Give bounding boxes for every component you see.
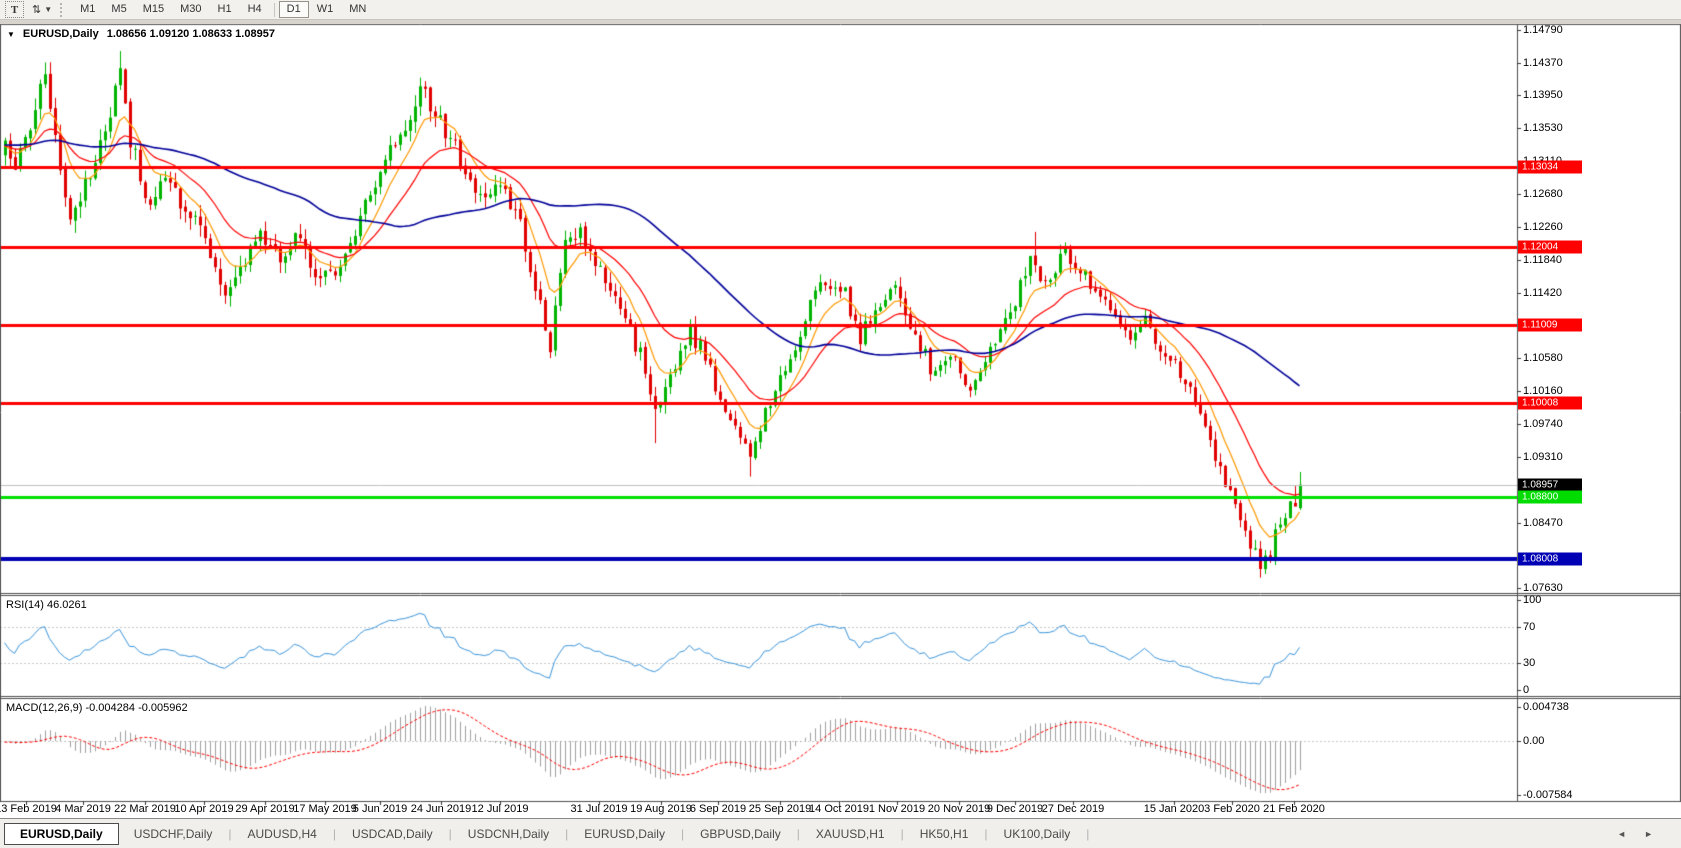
tab-separator: | [448, 826, 452, 841]
price-tick-label: 1.14790 [1523, 24, 1563, 36]
timeframe-button-m5[interactable]: M5 [111, 3, 127, 15]
chart-tab[interactable]: HK50,H1 [919, 826, 969, 841]
price-tick-label: 1.10160 [1523, 384, 1563, 397]
price-level-tag: 1.13034 [1518, 160, 1582, 174]
price-tick-label: 1.13950 [1523, 89, 1563, 102]
price-tick-label: 1.11840 [1523, 253, 1562, 266]
price-level-tag: 1.08008 [1518, 552, 1582, 566]
tab-scroll-left-icon[interactable]: ◄ [1617, 828, 1627, 839]
rsi-tick-label: 100 [1523, 594, 1542, 606]
timeframe-button-m30[interactable]: M30 [180, 3, 202, 15]
chart-tab[interactable]: UK100,Daily [1003, 826, 1071, 841]
rsi-tick-label: 0 [1523, 684, 1530, 696]
chart-ohlc-quote: 1.08656 1.09120 1.08633 1.08957 [106, 28, 275, 40]
tab-separator: | [984, 826, 988, 841]
price-tick-label: 1.10580 [1523, 352, 1563, 365]
chevron-down-icon[interactable]: ▼ [44, 5, 53, 14]
price-tick-label: 1.12260 [1523, 221, 1563, 234]
price-level-tag: 1.11009 [1518, 318, 1582, 332]
price-tick-label: 1.14370 [1523, 56, 1563, 69]
price-tick-label: 1.12680 [1523, 188, 1563, 201]
tab-separator: | [332, 826, 336, 841]
date-tick-label: 12 Jul 2019 [471, 803, 529, 815]
tab-separator: | [228, 826, 232, 841]
timeframe-button-mn[interactable]: MN [349, 3, 367, 15]
date-tick-label: 22 Mar 2019 [114, 803, 176, 815]
price-tick-label: 1.08470 [1523, 516, 1563, 529]
tab-separator: | [796, 826, 800, 841]
rsi-tick-label: 70 [1523, 621, 1536, 633]
tab-scroll-right-icon[interactable]: ► [1644, 828, 1653, 839]
date-tick-label: 19 Aug 2019 [630, 803, 692, 815]
toolbar-separator [273, 2, 275, 17]
tab-separator: | [680, 826, 685, 841]
price-level-tag: 1.10008 [1518, 396, 1582, 410]
price-tick-label: 1.09310 [1523, 451, 1563, 464]
date-tick-label: 27 Dec 2019 [1041, 803, 1105, 815]
chart-tab[interactable]: AUDUSD,H4 [247, 826, 317, 841]
rsi-tick-label: 30 [1523, 657, 1536, 669]
price-tick-label: 1.11420 [1523, 286, 1562, 299]
date-tick-label: 31 Jul 2019 [570, 803, 628, 815]
date-tick-label: 13 Feb 2019 [0, 803, 57, 815]
sort-icon: ⇅ [32, 4, 42, 16]
price-tick-label: 1.07630 [1523, 582, 1563, 595]
chart-tab[interactable]: USDCHF,Daily [133, 826, 213, 841]
date-tick-label: 9 Dec 2019 [986, 803, 1044, 815]
price-level-tag: 1.08957 [1518, 478, 1582, 492]
top-toolbar: T ⇅ ▼ M1 M5 M15 M30 H1 H4 D1 W1 MN [0, 0, 1681, 20]
date-tick-label: 14 Oct 2019 [809, 803, 869, 815]
sort-button[interactable]: ⇅ ▼ [32, 3, 52, 16]
chart-menu-icon[interactable]: ▼ [7, 29, 15, 39]
tab-separator: | [900, 826, 904, 841]
date-tick-label: 20 Nov 2019 [927, 803, 991, 815]
tab-scroll-arrows: ◄ ► [1617, 829, 1653, 839]
chart-tab[interactable]: XAUUSD,H1 [815, 826, 885, 841]
chart-tab[interactable]: EURUSD,Daily [584, 826, 665, 841]
date-tick-label: 25 Sep 2019 [748, 803, 812, 815]
chart-tab-bar: EURUSD,Daily USDCHF,Daily | AUDUSD,H4 | USDCA… [0, 818, 1681, 848]
chart-tab[interactable]: GBPUSD,Daily [700, 826, 781, 841]
timeframe-button-m1[interactable]: M1 [80, 3, 96, 15]
text-tool-button[interactable]: T [5, 1, 24, 18]
macd-tick-label: -0.007584 [1523, 789, 1573, 802]
date-tick-label: 4 Mar 2019 [55, 803, 111, 815]
price-level-tag: 1.12004 [1518, 240, 1582, 254]
timeframe-button-d1[interactable]: D1 [278, 1, 309, 18]
chart-tab[interactable]: USDCAD,Daily [351, 826, 433, 841]
date-tick-label: 29 Apr 2019 [235, 803, 295, 815]
chart-tabs: EURUSD,Daily USDCHF,Daily | AUDUSD,H4 | USDCA… [4, 822, 1090, 845]
date-tick-label: 15 Jan 2020 [1143, 803, 1205, 815]
window-divider-strip [0, 20, 1681, 24]
timeframe-button-h4[interactable]: H4 [247, 3, 262, 15]
price-tick-label: 1.09740 [1523, 417, 1563, 430]
price-tick-label: 1.13530 [1523, 122, 1563, 135]
tab-separator: | [1086, 826, 1090, 841]
date-tick-label: 5 Jun 2019 [352, 803, 408, 815]
chart-title: ▼ EURUSD,Daily 1.08656 1.09120 1.08633 1… [7, 28, 275, 40]
chart-tab[interactable]: USDCNH,Daily [467, 826, 550, 841]
macd-tick-label: 0.004738 [1523, 701, 1569, 714]
timeframe-group: M1 M5 M15 M30 H1 H4 D1 W1 MN [72, 1, 374, 18]
date-tick-label: 1 Nov 2019 [868, 803, 926, 815]
macd-tick-label: 0.00 [1523, 735, 1545, 747]
date-tick-label: 24 Jun 2019 [410, 803, 472, 815]
timeframe-button-m15[interactable]: M15 [142, 3, 165, 15]
macd-indicator-label: MACD(12,26,9) -0.004284 -0.005962 [6, 702, 188, 714]
rsi-indicator-label: RSI(14) 46.0261 [6, 599, 87, 611]
chart-tab[interactable]: EURUSD,Daily [4, 822, 119, 845]
date-tick-label: 6 Sep 2019 [689, 803, 747, 815]
tab-separator: | [565, 826, 569, 841]
date-tick-label: 17 May 2019 [293, 803, 357, 815]
date-tick-label: 21 Feb 2020 [1263, 803, 1325, 815]
toolbar-grip[interactable] [60, 2, 65, 17]
timeframe-button-h1[interactable]: H1 [217, 3, 232, 15]
date-tick-label: 10 Apr 2019 [174, 803, 234, 815]
date-tick-label: 3 Feb 2020 [1204, 803, 1260, 815]
price-level-tag: 1.08800 [1518, 490, 1582, 504]
chart-symbol-period: EURUSD,Daily [22, 28, 99, 40]
timeframe-button-w1[interactable]: W1 [316, 3, 334, 15]
